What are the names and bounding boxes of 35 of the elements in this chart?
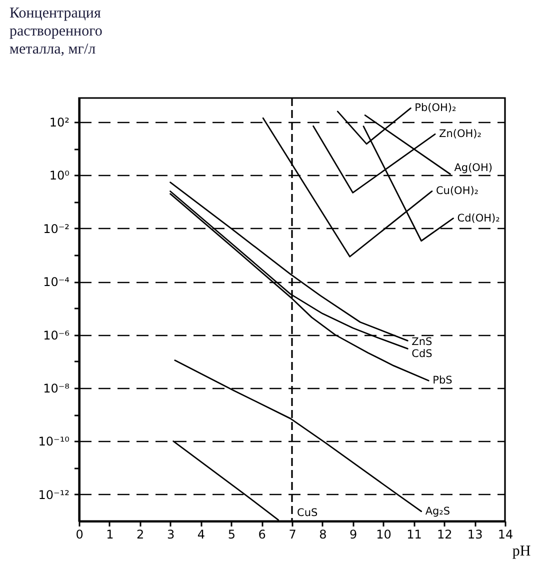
y-tick-label: 10⁻⁶	[43, 328, 70, 342]
x-tick-label: 13	[467, 528, 483, 542]
series-label: Ag(OH)	[454, 162, 492, 174]
series-label: CdS	[412, 348, 433, 360]
x-tick-label: 5	[228, 528, 236, 542]
x-tick-label: 2	[136, 528, 144, 542]
series-label: Ag₂S	[425, 505, 450, 518]
series-label: Cd(OH)₂	[457, 212, 500, 224]
y-tick-label: 10⁻¹²	[38, 488, 70, 502]
series-label: ZnS	[412, 336, 432, 348]
y-tick-label: 10⁰	[49, 168, 70, 183]
x-tick-label: 11	[406, 528, 422, 542]
x-tick-label: 14	[498, 528, 514, 542]
x-tick-label: 0	[76, 528, 84, 542]
y-tick-label: 10⁻⁸	[43, 382, 70, 396]
series-label: Zn(OH)₂	[439, 128, 482, 140]
series-label: PbS	[432, 374, 453, 387]
x-tick-label: 4	[197, 528, 206, 542]
y-tick-label: 10²	[49, 116, 70, 130]
series-label: CuS	[297, 506, 318, 519]
x-axis-title: pH	[512, 544, 531, 560]
x-tick-label: 3	[166, 528, 175, 542]
y-axis-title: Концентрация растворенного металла, мг/л	[10, 6, 102, 58]
x-tick-label: 12	[437, 528, 452, 542]
x-tick-label: 10	[376, 528, 392, 542]
x-tick-label: 6	[258, 528, 266, 542]
x-tick-label: 1	[106, 528, 114, 542]
x-tick-label: 8	[319, 528, 327, 542]
y-tick-label: 10⁻²	[43, 222, 70, 236]
y-tick-label: 10⁻¹⁰	[38, 434, 70, 449]
series-label: Cu(OH)₂	[436, 185, 479, 198]
series-label: Pb(OH)₂	[414, 102, 456, 114]
x-tick-label: 7	[288, 528, 296, 542]
x-tick-label: 9	[350, 528, 358, 542]
y-tick-label: 10⁻⁴	[43, 275, 70, 290]
